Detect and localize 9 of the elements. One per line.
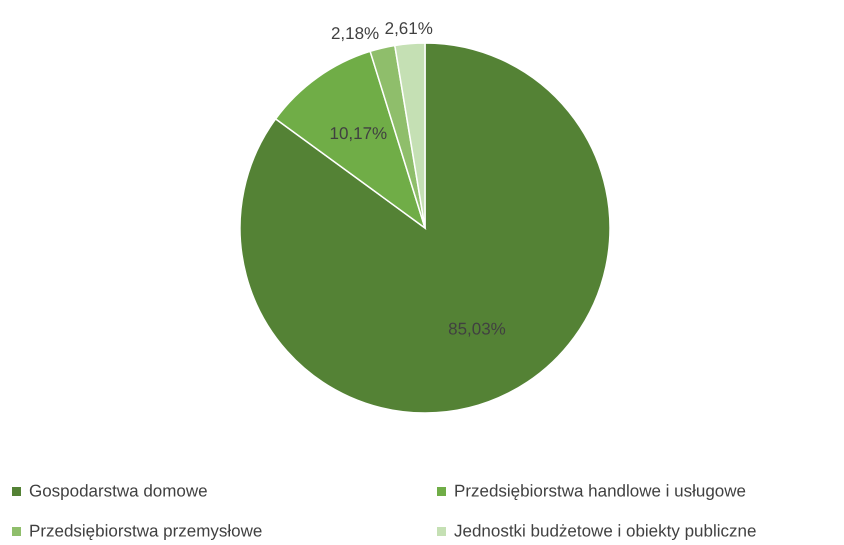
data-label: 85,03%	[448, 320, 506, 339]
data-label: 10,17%	[329, 124, 388, 144]
legend-label: Jednostki budżetowe i obiekty publiczne	[454, 521, 756, 540]
data-label: 2,18%	[330, 24, 380, 43]
pie-slice	[239, 42, 611, 414]
legend-label: Gospodarstwa domowe	[29, 481, 208, 500]
legend-label: Przedsiębiorstwa handlowe i usługowe	[454, 481, 746, 500]
legend-label: Przedsiębiorstwa przemysłowe	[29, 521, 262, 540]
data-label: 2,61%	[384, 19, 433, 38]
